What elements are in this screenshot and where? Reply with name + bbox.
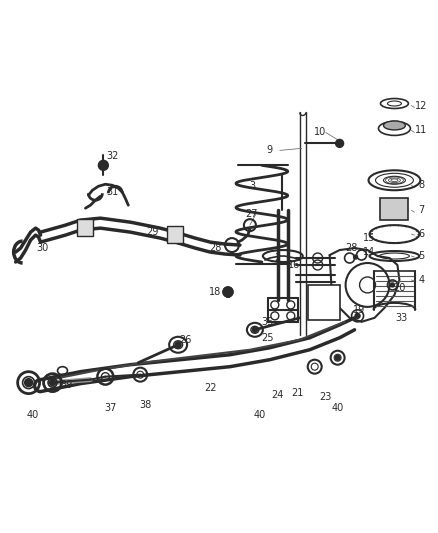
Text: 6: 6 — [418, 229, 424, 239]
Circle shape — [335, 355, 340, 360]
Text: 30: 30 — [36, 243, 49, 253]
Circle shape — [223, 287, 233, 297]
Circle shape — [355, 313, 360, 318]
Text: 8: 8 — [418, 180, 424, 190]
FancyBboxPatch shape — [308, 285, 339, 320]
Text: 28: 28 — [209, 243, 221, 253]
Text: 32: 32 — [106, 151, 119, 161]
Text: 29: 29 — [146, 227, 159, 237]
Text: 2: 2 — [275, 253, 281, 263]
Text: 22: 22 — [204, 383, 216, 393]
FancyBboxPatch shape — [167, 226, 183, 243]
Text: 11: 11 — [415, 125, 427, 135]
Circle shape — [353, 255, 357, 259]
Text: 40: 40 — [26, 409, 39, 419]
Text: 35: 35 — [261, 317, 274, 327]
Text: 18: 18 — [209, 287, 221, 297]
Circle shape — [25, 378, 32, 386]
Text: 14: 14 — [364, 247, 376, 257]
Text: 38: 38 — [139, 400, 152, 409]
Text: 4: 4 — [418, 275, 424, 285]
Text: 40: 40 — [254, 409, 266, 419]
Text: 40: 40 — [332, 402, 344, 413]
Text: 21: 21 — [292, 387, 304, 398]
Text: 31: 31 — [106, 187, 118, 197]
Text: 33: 33 — [395, 313, 407, 323]
Ellipse shape — [384, 121, 406, 130]
Text: 3: 3 — [249, 181, 255, 191]
Text: 15: 15 — [364, 233, 376, 243]
Text: 37: 37 — [104, 402, 117, 413]
Circle shape — [252, 327, 258, 332]
Text: 5: 5 — [418, 251, 424, 261]
Circle shape — [49, 379, 56, 385]
Circle shape — [336, 140, 343, 148]
Text: 7: 7 — [418, 205, 424, 215]
Text: 23: 23 — [319, 392, 332, 401]
Text: 39: 39 — [60, 379, 73, 390]
Text: 16: 16 — [288, 260, 300, 270]
Text: 27: 27 — [246, 209, 258, 219]
Text: 12: 12 — [415, 101, 427, 110]
Text: 26: 26 — [179, 335, 191, 345]
Circle shape — [175, 342, 181, 348]
Text: 1: 1 — [225, 290, 231, 300]
Circle shape — [390, 283, 395, 287]
FancyBboxPatch shape — [78, 219, 93, 236]
Text: 28: 28 — [346, 243, 358, 253]
Circle shape — [99, 160, 108, 171]
Text: 10: 10 — [314, 127, 326, 138]
Text: 20: 20 — [393, 283, 406, 293]
FancyBboxPatch shape — [381, 198, 408, 220]
Text: 24: 24 — [272, 390, 284, 400]
Text: 9: 9 — [267, 146, 273, 155]
Text: 25: 25 — [261, 333, 274, 343]
Text: 19: 19 — [353, 305, 366, 315]
